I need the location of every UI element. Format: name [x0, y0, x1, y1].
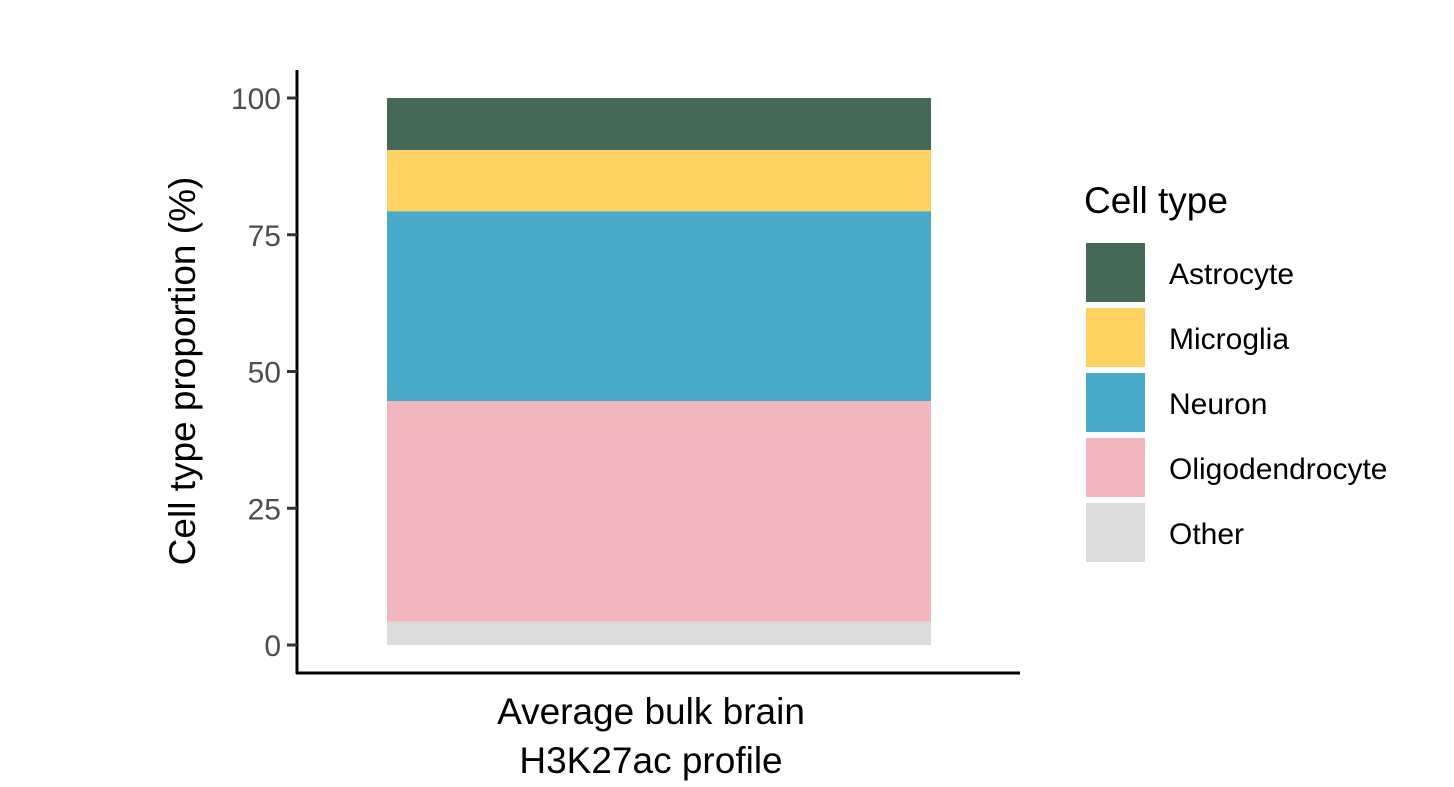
bar-segment-astrocyte: [387, 98, 931, 150]
legend: Cell type Astrocyte Microglia Neuron Oligod…: [1084, 180, 1387, 562]
legend-label-oligodendrocyte: Oligodendrocyte: [1169, 453, 1387, 486]
legend-key-other: [1086, 503, 1145, 562]
legend-key-oligodendrocyte: [1086, 438, 1145, 497]
bars-layer: [387, 98, 931, 645]
legend-title: Cell type: [1084, 180, 1228, 221]
y-tick-label-0: 0: [264, 630, 281, 663]
bar-segment-neuron: [387, 211, 931, 402]
y-tick-label-100: 100: [231, 83, 281, 116]
legend-key-neuron: [1086, 373, 1145, 432]
y-tick-label-50: 50: [248, 357, 281, 390]
legend-label-microglia: Microglia: [1169, 323, 1289, 356]
legend-key-astrocyte: [1086, 243, 1145, 302]
x-tick-labels: Average bulk brain H3K27ac profile: [497, 691, 805, 781]
bar-segment-microglia: [387, 149, 931, 212]
x-tick-label: Average bulk brain H3K27ac profile: [497, 691, 805, 781]
legend-label-other: Other: [1169, 518, 1244, 551]
bar-segment-other: [387, 621, 931, 645]
legend-label-neuron: Neuron: [1169, 388, 1267, 421]
bar-segment-oligodendrocyte: [387, 401, 931, 622]
legend-key-microglia: [1086, 308, 1145, 367]
y-axis-title: Cell type proportion (%): [162, 177, 203, 566]
y-ticks-layer: 0 25 50 75 100: [231, 83, 297, 663]
legend-label-astrocyte: Astrocyte: [1169, 258, 1294, 291]
y-tick-label-25: 25: [248, 493, 281, 526]
y-tick-label-75: 75: [248, 220, 281, 253]
